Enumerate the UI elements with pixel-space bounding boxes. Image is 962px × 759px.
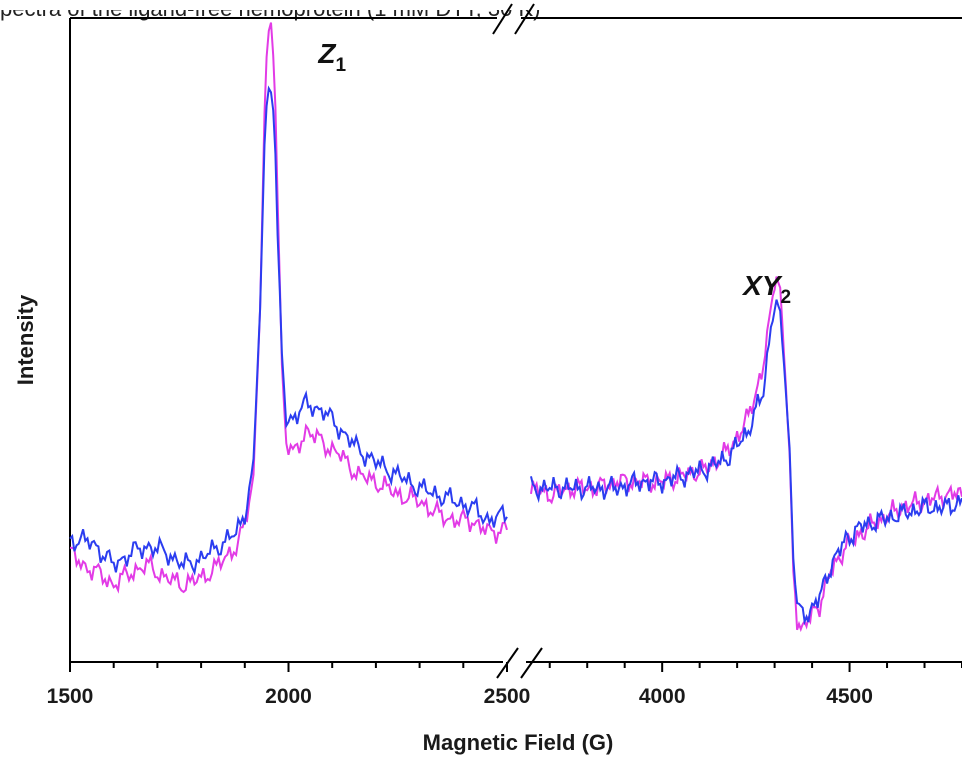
x-axis-label: Magnetic Field (G) (423, 730, 614, 755)
x-ticks (69, 662, 962, 672)
peak-label-2: XY2 (741, 270, 791, 308)
series-2-segment-2 (530, 299, 962, 626)
series-1-segment-1 (69, 22, 508, 594)
series-2-segment-1 (69, 85, 508, 576)
x-tick-label-1500: 1500 (47, 685, 94, 708)
y-axis-label: Intensity (13, 294, 38, 385)
x-tick-labels: 1500 2000 2500 4000 4500 (47, 685, 873, 708)
series-layer (69, 22, 962, 633)
peak-annotations: Z1 XY2 (317, 38, 791, 308)
x-tick-label-2000: 2000 (265, 685, 312, 708)
x-tick-label-2500: 2500 (484, 685, 531, 708)
axes (69, 3, 962, 679)
x-tick-label-4000: 4000 (639, 685, 686, 708)
x-tick-label-4500: 4500 (826, 685, 873, 708)
axis-break-top-icon (492, 3, 535, 35)
caption-fragment: pectra of the ligand-free hemoprotein (1… (0, 0, 541, 21)
series-1-segment-2 (530, 276, 962, 633)
peak-label-1: Z1 (317, 38, 346, 76)
